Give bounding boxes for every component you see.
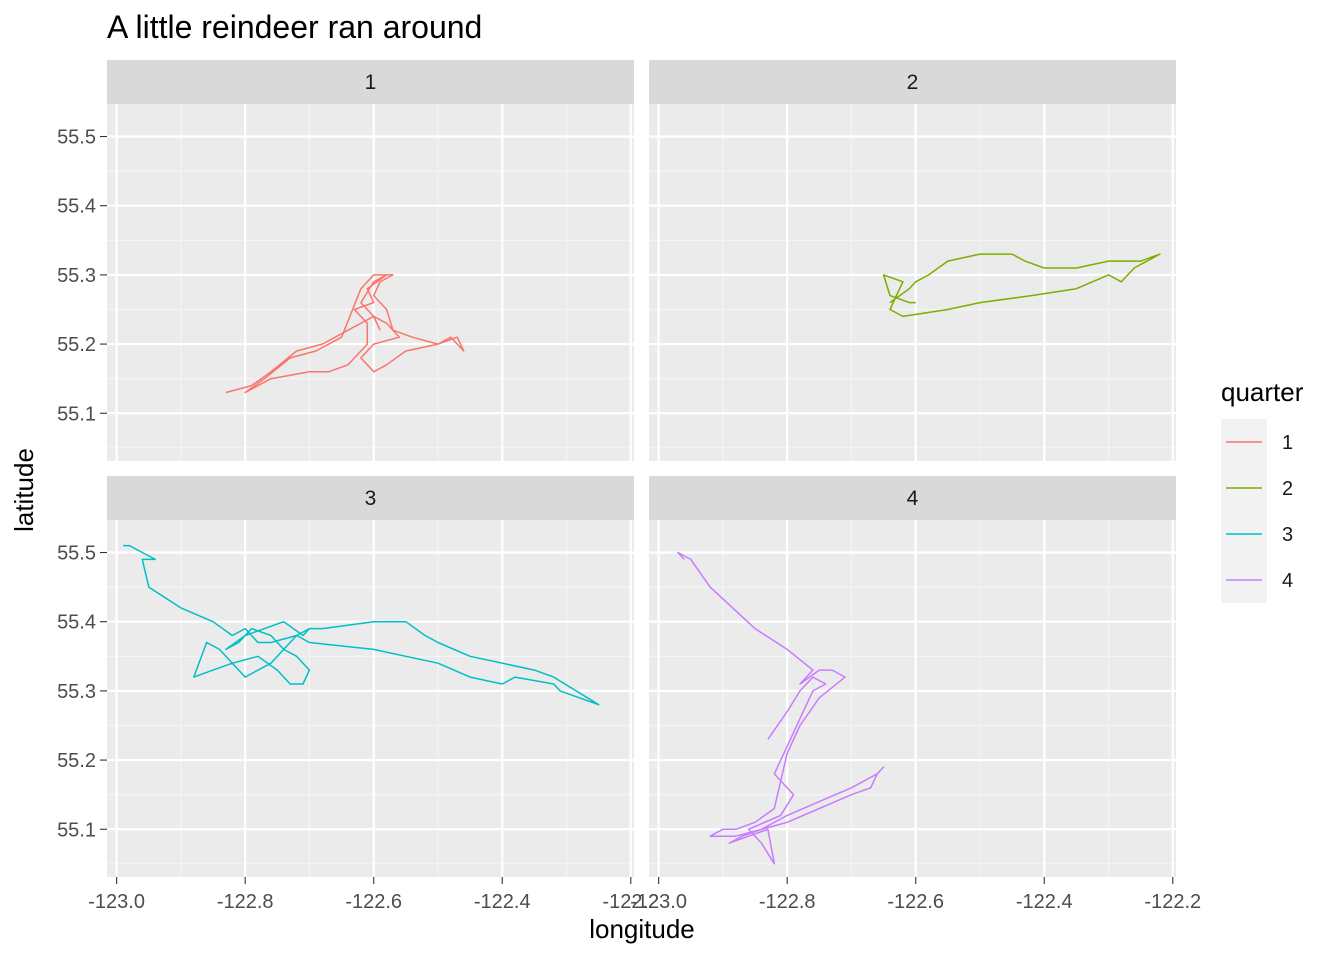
facet-panel-3: 3 bbox=[107, 476, 634, 877]
facet-panel-4: 4 bbox=[649, 476, 1176, 877]
legend-title: quarter bbox=[1221, 377, 1304, 407]
legend-label-quarter-4: 4 bbox=[1282, 570, 1293, 592]
panel-background bbox=[107, 104, 634, 461]
y-tick-label: 55.2 bbox=[57, 750, 96, 772]
y-tick-label: 55.3 bbox=[57, 681, 96, 703]
y-tick-label: 55.1 bbox=[57, 819, 96, 841]
x-tick-label: -122.2 bbox=[1144, 891, 1201, 913]
facet-strip bbox=[649, 60, 1176, 104]
y-axes: 55.1 55.2 55.3 55.4 55.5 55.1 55.2 55.3 55.4 55.5 bbox=[57, 127, 107, 841]
panel-background bbox=[107, 520, 634, 877]
facet-panel-1: 1 bbox=[107, 60, 634, 461]
series-path-quarter-3 bbox=[123, 544, 600, 706]
facet-strip-label: 4 bbox=[907, 487, 919, 510]
x-tick-label: -122.4 bbox=[474, 891, 531, 913]
y-axis-title: latitude bbox=[9, 448, 39, 532]
y-tick-label: 55.3 bbox=[57, 265, 96, 287]
x-tick-label: -123.0 bbox=[88, 891, 145, 913]
legend-label-quarter-3: 3 bbox=[1282, 524, 1293, 546]
legend: quarter 1 2 3 4 bbox=[1221, 377, 1304, 603]
facet-strip-label: 1 bbox=[365, 71, 377, 94]
series-path-quarter-1 bbox=[225, 274, 465, 394]
legend-label-quarter-1: 1 bbox=[1282, 432, 1293, 454]
x-tick-label: -122.2 bbox=[602, 891, 659, 913]
series-path-quarter-2 bbox=[882, 253, 1161, 318]
x-tick-label: -122.8 bbox=[759, 891, 816, 913]
series-path-quarter-4 bbox=[677, 551, 885, 865]
y-tick-label: 55.5 bbox=[57, 127, 96, 149]
legend-label-quarter-2: 2 bbox=[1282, 478, 1293, 500]
facet-strip bbox=[107, 60, 634, 104]
facet-strip-label: 3 bbox=[365, 487, 377, 510]
x-tick-label: -122.4 bbox=[1016, 891, 1073, 913]
y-tick-label: 55.2 bbox=[57, 334, 96, 356]
facet-panels: 1 2 3 4 bbox=[107, 60, 1176, 877]
facet-strip-label: 2 bbox=[907, 71, 919, 94]
facet-panel-2: 2 bbox=[649, 60, 1176, 461]
x-axes: -123.0 -122.8 -122.6 -122.4 -122.2-123.0 -122… bbox=[88, 877, 1201, 913]
x-tick-label: -122.6 bbox=[345, 891, 402, 913]
y-tick-label: 55.5 bbox=[57, 543, 96, 565]
chart-title: A little reindeer ran around bbox=[107, 9, 482, 45]
y-tick-label: 55.4 bbox=[57, 196, 96, 218]
x-axis-title: longitude bbox=[589, 914, 695, 944]
y-tick-label: 55.1 bbox=[57, 403, 96, 425]
facet-strip bbox=[107, 476, 634, 520]
x-tick-label: -123.0 bbox=[630, 891, 687, 913]
panel-background bbox=[649, 104, 1176, 461]
panel-background bbox=[649, 520, 1176, 877]
facet-strip bbox=[649, 476, 1176, 520]
y-tick-label: 55.4 bbox=[57, 612, 96, 634]
x-tick-label: -122.8 bbox=[217, 891, 274, 913]
x-tick-label: -122.6 bbox=[887, 891, 944, 913]
